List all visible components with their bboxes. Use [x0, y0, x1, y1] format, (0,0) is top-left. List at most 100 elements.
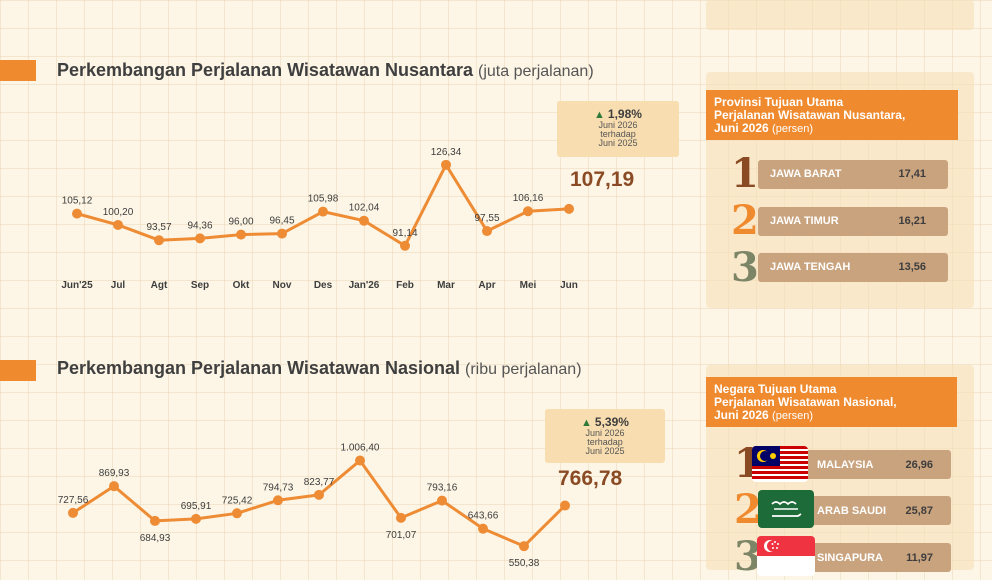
country-rank-2-value: 25,87	[905, 505, 933, 517]
nasional-point-12	[560, 500, 570, 511]
nasional-title: Perkembangan Perjalanan Wisatawan Nasion…	[57, 358, 582, 379]
nusantara-value-label-5: 96,45	[269, 216, 294, 227]
nusantara-change-pct: 1,98%	[607, 107, 642, 121]
province-rank-2-number: 2	[731, 197, 759, 244]
nasional-value-label-5: 794,73	[263, 482, 294, 493]
country-rank-2-number: 2	[734, 486, 762, 533]
province-rank-3-name: JAWA TENGAH	[770, 261, 851, 273]
nasional-change-pct: 5,39%	[594, 415, 629, 429]
nusantara-point-7	[359, 215, 369, 226]
province-rank-1-number: 1	[731, 150, 759, 197]
nusantara-point-1	[113, 219, 123, 230]
nusantara-value-label-1: 100,20	[103, 207, 134, 218]
nusantara-x-label-1: Jul	[111, 280, 126, 291]
country-rank-3-value: 11,97	[906, 552, 933, 564]
nusantara-x-label-6: Des	[314, 280, 333, 291]
nusantara-title: Perkembangan Perjalanan Wisatawan Nusant…	[57, 60, 594, 81]
nusantara-change-line2: terhadap	[600, 129, 636, 139]
nasional-point-0	[68, 507, 78, 518]
country-rank-1-name: MALAYSIA	[817, 459, 874, 471]
province-rank-2-name: JAWA TIMUR	[770, 215, 839, 227]
malaysia-flag-icon	[752, 446, 808, 482]
province-panel-title-2: Perjalanan Wisatawan Nusantara,	[714, 108, 906, 122]
nasional-value-label-6: 823,77	[304, 477, 335, 488]
singapore-flag-icon	[757, 536, 815, 576]
nasional-point-7	[355, 455, 365, 466]
nusantara-point-2	[154, 235, 164, 246]
section-marker-nasional	[0, 360, 36, 381]
nusantara-point-6	[318, 206, 328, 217]
nasional-value-label-8: 701,07	[386, 530, 417, 541]
nusantara-point-8	[400, 240, 410, 251]
nusantara-point-9	[441, 159, 451, 170]
nasional-point-6	[314, 489, 324, 500]
country-panel-title-3: Juni 2026	[714, 408, 769, 422]
nusantara-point-10	[482, 226, 492, 237]
nusantara-x-label-0: Jun'25	[61, 280, 93, 291]
nusantara-value-label-0: 105,12	[62, 196, 93, 207]
nasional-point-1	[109, 481, 119, 492]
province-rank-3-bar: JAWA TENGAH 13,56	[758, 253, 948, 282]
nusantara-value-label-4: 96,00	[228, 217, 253, 228]
province-panel-title-1: Provinsi Tujuan Utama	[714, 95, 844, 109]
nusantara-unit: (juta perjalanan)	[478, 63, 594, 80]
nasional-value-label-0: 727,56	[58, 495, 89, 506]
nasional-title-text: Perkembangan Perjalanan Wisatawan Nasion…	[57, 358, 460, 378]
nusantara-value-label-9: 126,34	[431, 147, 462, 158]
nasional-change-line2: terhadap	[587, 437, 623, 447]
nusantara-point-0	[72, 208, 82, 219]
nusantara-value-label-3: 94,36	[187, 220, 212, 231]
nusantara-x-label-11: Mei	[520, 280, 537, 291]
nasional-value-label-3: 695,91	[181, 501, 212, 512]
province-panel-title-3: Juni 2026	[714, 121, 769, 135]
province-panel-unit: (persen)	[772, 123, 814, 135]
nasional-value-label-1: 869,93	[99, 468, 130, 479]
country-rank-2-name: ARAB SAUDI	[817, 505, 887, 517]
up-triangle-icon: ▲	[581, 417, 592, 429]
nusantara-latest-value: 107,19	[570, 168, 635, 191]
nasional-latest-value: 766,78	[558, 467, 623, 490]
country-panel-unit: (persen)	[772, 410, 814, 422]
nusantara-x-label-8: Feb	[396, 280, 414, 291]
nusantara-point-12	[564, 203, 574, 214]
nasional-change-box: ▲ 5,39% Juni 2026 terhadap Juni 2025	[545, 409, 665, 463]
country-rank-3-name: SINGAPURA	[817, 552, 884, 564]
nasional-value-label-2: 684,93	[140, 533, 171, 544]
province-panel-header: Provinsi Tujuan Utama Perjalanan Wisataw…	[706, 90, 958, 140]
nusantara-x-label-9: Mar	[437, 280, 455, 291]
nasional-value-label-4: 725,42	[222, 495, 253, 506]
province-rank-1-value: 17,41	[898, 168, 926, 180]
province-rank-2-value: 16,21	[898, 215, 926, 227]
saudi-arabia-flag-icon	[758, 490, 814, 528]
nusantara-point-5	[277, 228, 287, 239]
section-marker-nusantara	[0, 60, 36, 81]
province-rank-3-number: 3	[731, 244, 759, 291]
nusantara-x-label-12: Jun	[560, 280, 578, 291]
country-panel-title-2: Perjalanan Wisatawan Nasional,	[714, 395, 897, 409]
nasional-unit: (ribu perjalanan)	[465, 361, 582, 378]
nasional-value-label-9: 793,16	[427, 483, 458, 494]
nasional-point-4	[232, 508, 242, 519]
nasional-point-10	[478, 523, 488, 534]
nusantara-x-label-7: Jan'26	[349, 280, 380, 291]
nasional-change-line3: Juni 2025	[585, 446, 625, 456]
nusantara-value-label-2: 93,57	[146, 222, 171, 233]
nusantara-x-label-4: Okt	[233, 280, 250, 291]
country-panel-title-1: Negara Tujuan Utama	[714, 382, 837, 396]
nasional-point-2	[150, 515, 160, 526]
province-rank-2-bar: JAWA TIMUR 16,21	[758, 207, 948, 236]
nasional-point-11	[519, 541, 529, 552]
nusantara-x-label-3: Sep	[191, 280, 209, 291]
province-rank-3-value: 13,56	[898, 261, 926, 273]
nusantara-point-11	[523, 206, 533, 217]
nusantara-x-label-2: Agt	[151, 280, 168, 291]
nusantara-point-3	[195, 233, 205, 244]
nasional-value-label-11: 550,38	[509, 558, 540, 569]
top-panel-fragment	[706, 0, 974, 30]
nusantara-value-label-6: 105,98	[308, 194, 339, 205]
nusantara-change-line3: Juni 2025	[598, 138, 638, 148]
nusantara-value-label-10: 97,55	[474, 213, 499, 224]
nusantara-change-box: ▲ 1,98% Juni 2026 terhadap Juni 2025	[557, 101, 679, 157]
nasional-change-line1: Juni 2026	[585, 428, 625, 438]
